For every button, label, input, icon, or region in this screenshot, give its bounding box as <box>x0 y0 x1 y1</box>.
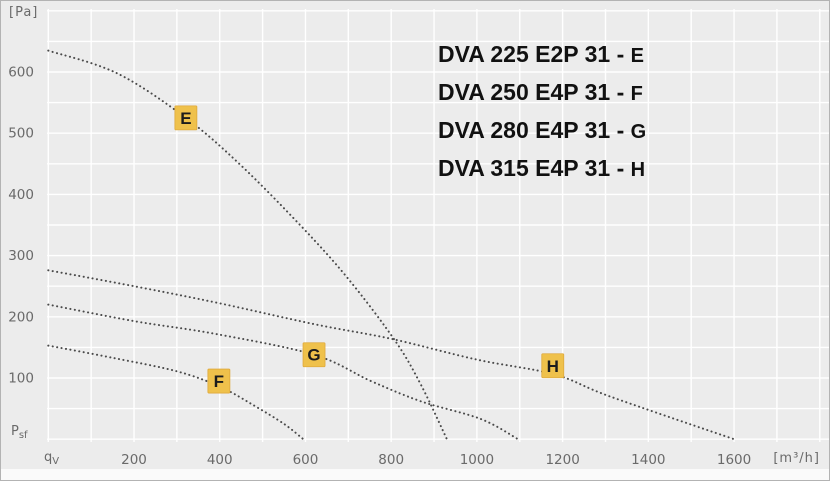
legend-separator: - <box>610 79 631 105</box>
axis-ticks: 200 400 600 800 1000 1200 1400 1600 100 200 300 400… <box>8 65 751 469</box>
y-tick-label: 200 <box>8 309 34 325</box>
curve-f <box>47 344 305 441</box>
y-axis-symbol-main: P <box>11 424 19 439</box>
y-axis-symbol-sub: sf <box>18 430 28 441</box>
marker-square-g <box>302 342 326 368</box>
marker-g: G <box>302 342 326 368</box>
x-tick-label: 1400 <box>631 452 665 468</box>
legend-model: DVA 315 E4P 31 <box>438 155 611 181</box>
legend-separator: - <box>610 117 631 143</box>
x-tick-label: 400 <box>207 452 233 468</box>
x-tick-label: 1600 <box>717 452 751 468</box>
x-axis-symbol-main: q <box>44 450 53 465</box>
x-axis-unit-label: [m³/h] <box>773 451 820 466</box>
curve-g <box>47 303 519 441</box>
legend-entry-g: DVA 280 E4P 31 - G <box>438 112 646 150</box>
legend-letter: G <box>630 121 647 143</box>
x-tick-label: 1000 <box>460 452 494 468</box>
marker-letter-e: E <box>180 109 191 128</box>
marker-square-f <box>207 368 231 394</box>
legend-entry-h: DVA 315 E4P 31 - H <box>438 150 646 188</box>
x-tick-label: 200 <box>121 452 147 468</box>
gridlines <box>47 9 829 442</box>
legend-letter: F <box>630 83 643 105</box>
y-axis-unit-label: [Pa] <box>9 5 39 20</box>
legend-letter: H <box>630 159 646 181</box>
legend-model: DVA 250 E4P 31 <box>438 79 611 105</box>
marker-h: H <box>541 353 565 379</box>
marker-f: F <box>207 368 231 394</box>
legend-entry-f: DVA 250 E4P 31 - F <box>438 74 646 112</box>
y-tick-label: 500 <box>8 126 34 142</box>
marker-letter-g: G <box>307 346 320 365</box>
x-tick-label: 800 <box>378 452 404 468</box>
y-tick-label: 300 <box>8 248 34 264</box>
y-tick-label: 600 <box>8 65 34 81</box>
legend-model: DVA 225 E2P 31 <box>438 41 611 67</box>
y-tick-label: 400 <box>8 187 34 203</box>
marker-square-e <box>174 105 198 131</box>
x-tick-label: 600 <box>293 452 319 468</box>
legend-model: DVA 280 E4P 31 <box>438 117 611 143</box>
curve-e <box>47 49 448 441</box>
x-axis-symbol-qv: qV <box>44 450 60 467</box>
y-tick-label: 100 <box>8 371 34 387</box>
y-axis-symbol-psf: Psf <box>11 424 28 441</box>
x-axis-symbol-sub: V <box>52 456 60 467</box>
legend-separator: - <box>610 155 631 181</box>
marker-letter-h: H <box>547 357 559 376</box>
x-tick-label: 1200 <box>545 452 579 468</box>
legend-letter: E <box>630 45 644 67</box>
marker-square-h <box>541 353 565 379</box>
legend: DVA 225 E2P 31 - E DVA 250 E4P 31 - F DV… <box>438 36 646 188</box>
legend-entry-e: DVA 225 E2P 31 - E <box>438 36 646 74</box>
marker-letter-f: F <box>214 372 224 391</box>
legend-separator: - <box>610 41 631 67</box>
marker-e: E <box>174 105 198 131</box>
bottom-margin <box>1 469 829 480</box>
